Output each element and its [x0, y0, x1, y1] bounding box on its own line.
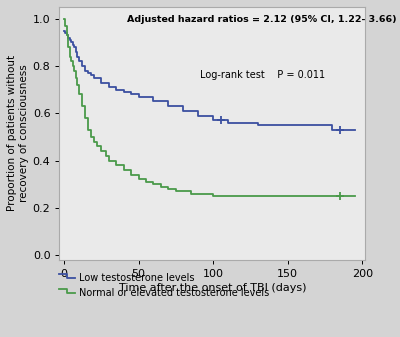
Y-axis label: Proportion of patients without
recovery of consciousness: Proportion of patients without recovery …	[7, 55, 28, 211]
Text: Adjusted hazard ratios = 2.12 (95% CI, 1.22- 3.66): Adjusted hazard ratios = 2.12 (95% CI, 1…	[127, 14, 396, 24]
Text: Low testosterone levels: Low testosterone levels	[80, 273, 195, 283]
Text: Log-rank test    P = 0.011: Log-rank test P = 0.011	[200, 70, 325, 80]
X-axis label: Time after the onset of TBI (days): Time after the onset of TBI (days)	[119, 283, 306, 293]
Text: Normal or elevated testosterone levels: Normal or elevated testosterone levels	[80, 288, 270, 299]
